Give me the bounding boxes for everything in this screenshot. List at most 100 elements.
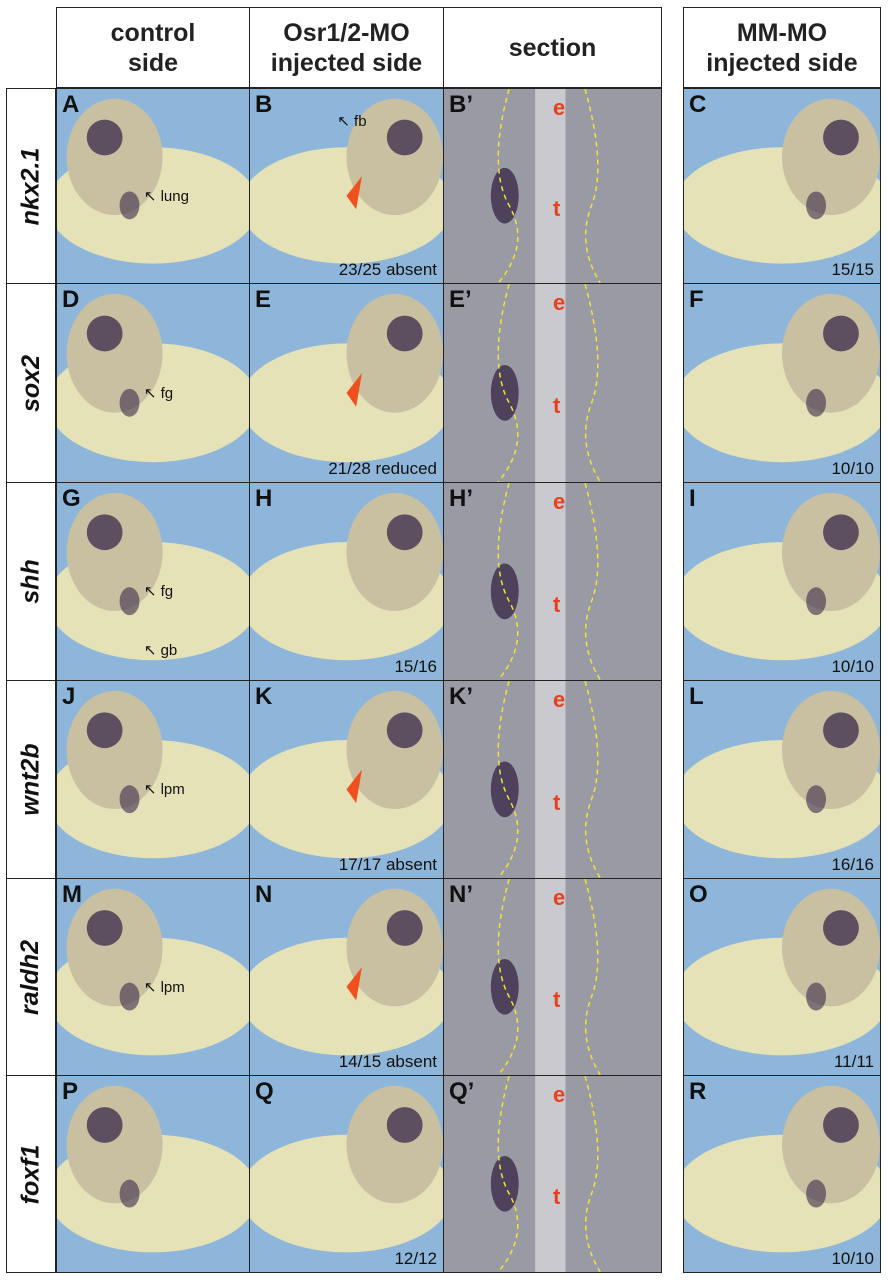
gene-name: nkx2.1 (16, 147, 45, 225)
image-panel-O: 11/11 O (683, 878, 881, 1076)
panel-letter: N (255, 881, 273, 908)
panel-letter: P (62, 1078, 79, 1105)
structure-label-text: fb (354, 113, 367, 131)
embryo-count: 14/15 absent (338, 1052, 437, 1071)
section-image (444, 879, 661, 1075)
column-header-osr-mo-injected-side: Osr1/2-MO injected side (249, 7, 444, 88)
panel-letter: L (689, 683, 704, 710)
structure-label-text: fg (160, 384, 174, 402)
image-panel-A: ↖ lung A (56, 88, 250, 284)
panel-letter: M (62, 881, 82, 908)
boundary-line (584, 1076, 601, 1272)
row-label-sox2: sox2 (6, 283, 56, 483)
panel-letter: E’ (449, 286, 472, 313)
column-header-line-2: side (127, 48, 179, 77)
embryo-head (346, 690, 443, 810)
boundary-line (584, 483, 601, 680)
eye-stain (823, 514, 859, 551)
structure-label-text: fg (160, 583, 174, 600)
trachea-marker: t (553, 987, 561, 1013)
image-panel-J: ↖ lpm J (56, 680, 250, 879)
panel-letter: K (255, 683, 273, 710)
gene-name: sox2 (16, 354, 45, 412)
column-header-mm-mo-injected-side: MM-MO injected side (683, 7, 881, 88)
row-label-shh: shh (6, 482, 56, 681)
esophagus-marker: e (553, 885, 566, 910)
stain (806, 785, 827, 814)
trachea-marker: t (553, 196, 561, 222)
panel-letter: B’ (449, 91, 473, 118)
embryo-head (66, 1085, 163, 1204)
image-panel-R: 10/10 R (683, 1075, 881, 1273)
panel-letter: J (62, 683, 76, 710)
embryo-count: 15/16 (394, 657, 437, 676)
stain (119, 982, 140, 1011)
structure-label: ↖ gb (144, 641, 177, 659)
trachea-marker: t (553, 1184, 561, 1210)
column-header-line-2: injected side (270, 48, 423, 77)
arrow-icon: ↖ (143, 642, 161, 660)
stain (119, 1179, 140, 1208)
image-panel-D: ↖ fg D (56, 283, 250, 483)
panel-letter: H (255, 485, 273, 512)
embryo-head (782, 888, 880, 1007)
gene-name: foxf1 (16, 1144, 45, 1204)
column-header-line-1: MM-MO (736, 18, 828, 47)
lumen (535, 1076, 566, 1272)
image-panel-Q-prime: e t Q’ (443, 1075, 662, 1273)
panel-letter: H’ (449, 485, 473, 512)
image-panel-Q: 12/12 Q (249, 1075, 444, 1273)
eye-stain (823, 315, 859, 352)
panel-letter: F (689, 286, 704, 313)
boundary-line (584, 89, 601, 283)
section-image (444, 284, 661, 482)
lumen (535, 284, 566, 482)
structure-label-text: lpm (160, 978, 185, 996)
arrowhead-icon (346, 176, 362, 210)
stain (119, 785, 140, 814)
arrowhead-icon (346, 373, 362, 407)
image-panel-N: 14/15 absent N (249, 878, 444, 1076)
panel-letter: N’ (449, 881, 473, 908)
eye-stain (386, 119, 423, 156)
stain (119, 388, 140, 417)
embryo-count: 16/16 (831, 855, 874, 874)
embryo-image (57, 1076, 249, 1272)
embryo-image (684, 681, 880, 878)
arrow-icon: ↖ (143, 187, 161, 205)
embryo-head (782, 492, 880, 612)
gene-name: wnt2b (16, 743, 45, 816)
image-panel-K: 17/17 absent K (249, 680, 444, 879)
structure-label: ↖ lung (144, 187, 189, 205)
embryo-count: 10/10 (831, 1249, 874, 1268)
row-label-wnt2b: wnt2b (6, 680, 56, 879)
embryo-head (782, 293, 880, 413)
image-panel-B: ↖ fb 23/25 absent B (249, 88, 444, 284)
stain (806, 191, 827, 220)
section-image (444, 681, 661, 878)
eye-stain (386, 712, 423, 749)
image-panel-I: 10/10 I (683, 482, 881, 681)
panel-letter: D (62, 286, 80, 313)
embryo-image (684, 284, 880, 482)
structure-label: ↖ fg (144, 582, 173, 600)
lumen (535, 879, 566, 1075)
boundary-line (584, 879, 601, 1075)
trachea-marker: t (553, 591, 561, 617)
row-label-raldh2: raldh2 (6, 878, 56, 1076)
arrow-icon: ↖ (143, 384, 161, 402)
stain (806, 587, 827, 616)
esophagus-marker: e (553, 489, 566, 514)
panel-letter: C (689, 91, 707, 118)
embryo-image (57, 879, 249, 1075)
column-header-line-1: control (110, 18, 196, 47)
column-header-line-2: injected side (706, 48, 858, 77)
arrow-icon: ↖ (337, 113, 355, 131)
panel-letter: Q’ (449, 1078, 475, 1105)
eye-stain (86, 1107, 123, 1143)
panel-letter: I (689, 485, 696, 512)
image-panel-C: 15/15 C (683, 88, 881, 284)
structure-label: ↖ lpm (144, 780, 185, 798)
section-image (444, 483, 661, 680)
image-panel-L: 16/16 L (683, 680, 881, 879)
